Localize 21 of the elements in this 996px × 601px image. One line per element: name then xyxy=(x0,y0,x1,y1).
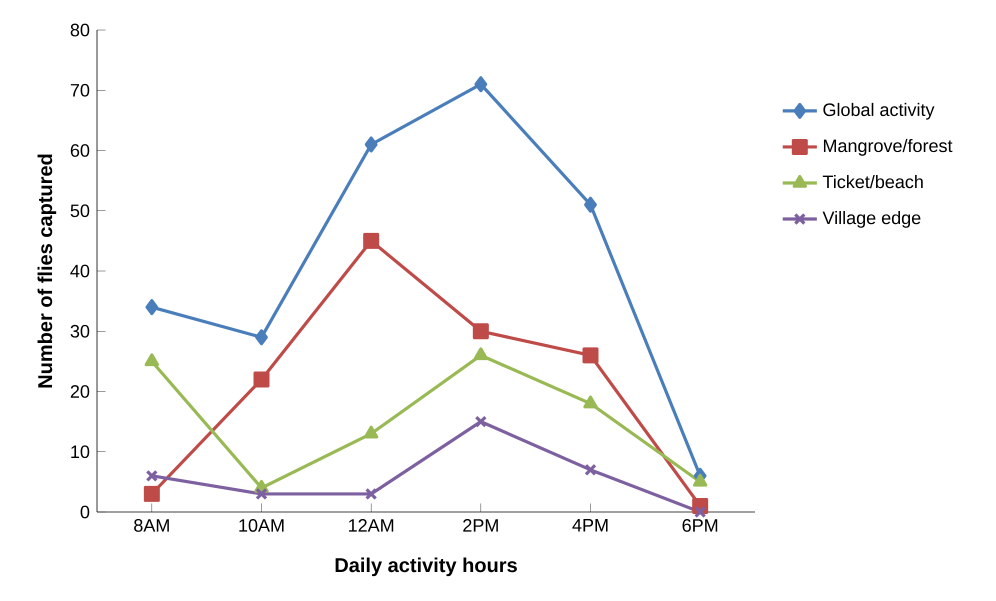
y-axis-title: Number of flies captured xyxy=(38,154,56,388)
legend-label: Village edge xyxy=(822,211,920,228)
y-tick-label: 20 xyxy=(70,385,90,398)
y-tick-label: 0 xyxy=(80,506,90,518)
legend-label: Mangrove/forest xyxy=(824,138,952,156)
y-tick-label: 60 xyxy=(70,144,90,157)
x-tick-label: 2PM xyxy=(463,519,498,532)
legend-label: Global activity xyxy=(823,102,934,120)
legend-label: Ticket/beach xyxy=(822,174,923,188)
y-tick-label: 50 xyxy=(70,204,90,218)
x-tick-label: 6PM xyxy=(682,519,718,532)
y-tick-label: 10 xyxy=(71,445,90,458)
y-tick-label: 70 xyxy=(70,84,90,97)
x-tick-label: 12AM xyxy=(349,519,394,532)
x-tick-label: 10AM xyxy=(239,519,284,532)
y-tick-label: 30 xyxy=(70,324,90,338)
x-axis-title: Daily activity hours xyxy=(336,558,517,576)
x-tick-label: 8AM xyxy=(134,519,169,532)
y-tick-label: 40 xyxy=(70,264,90,278)
x-tick-label: 4PM xyxy=(572,519,608,532)
y-tick-label: 80 xyxy=(70,24,90,36)
